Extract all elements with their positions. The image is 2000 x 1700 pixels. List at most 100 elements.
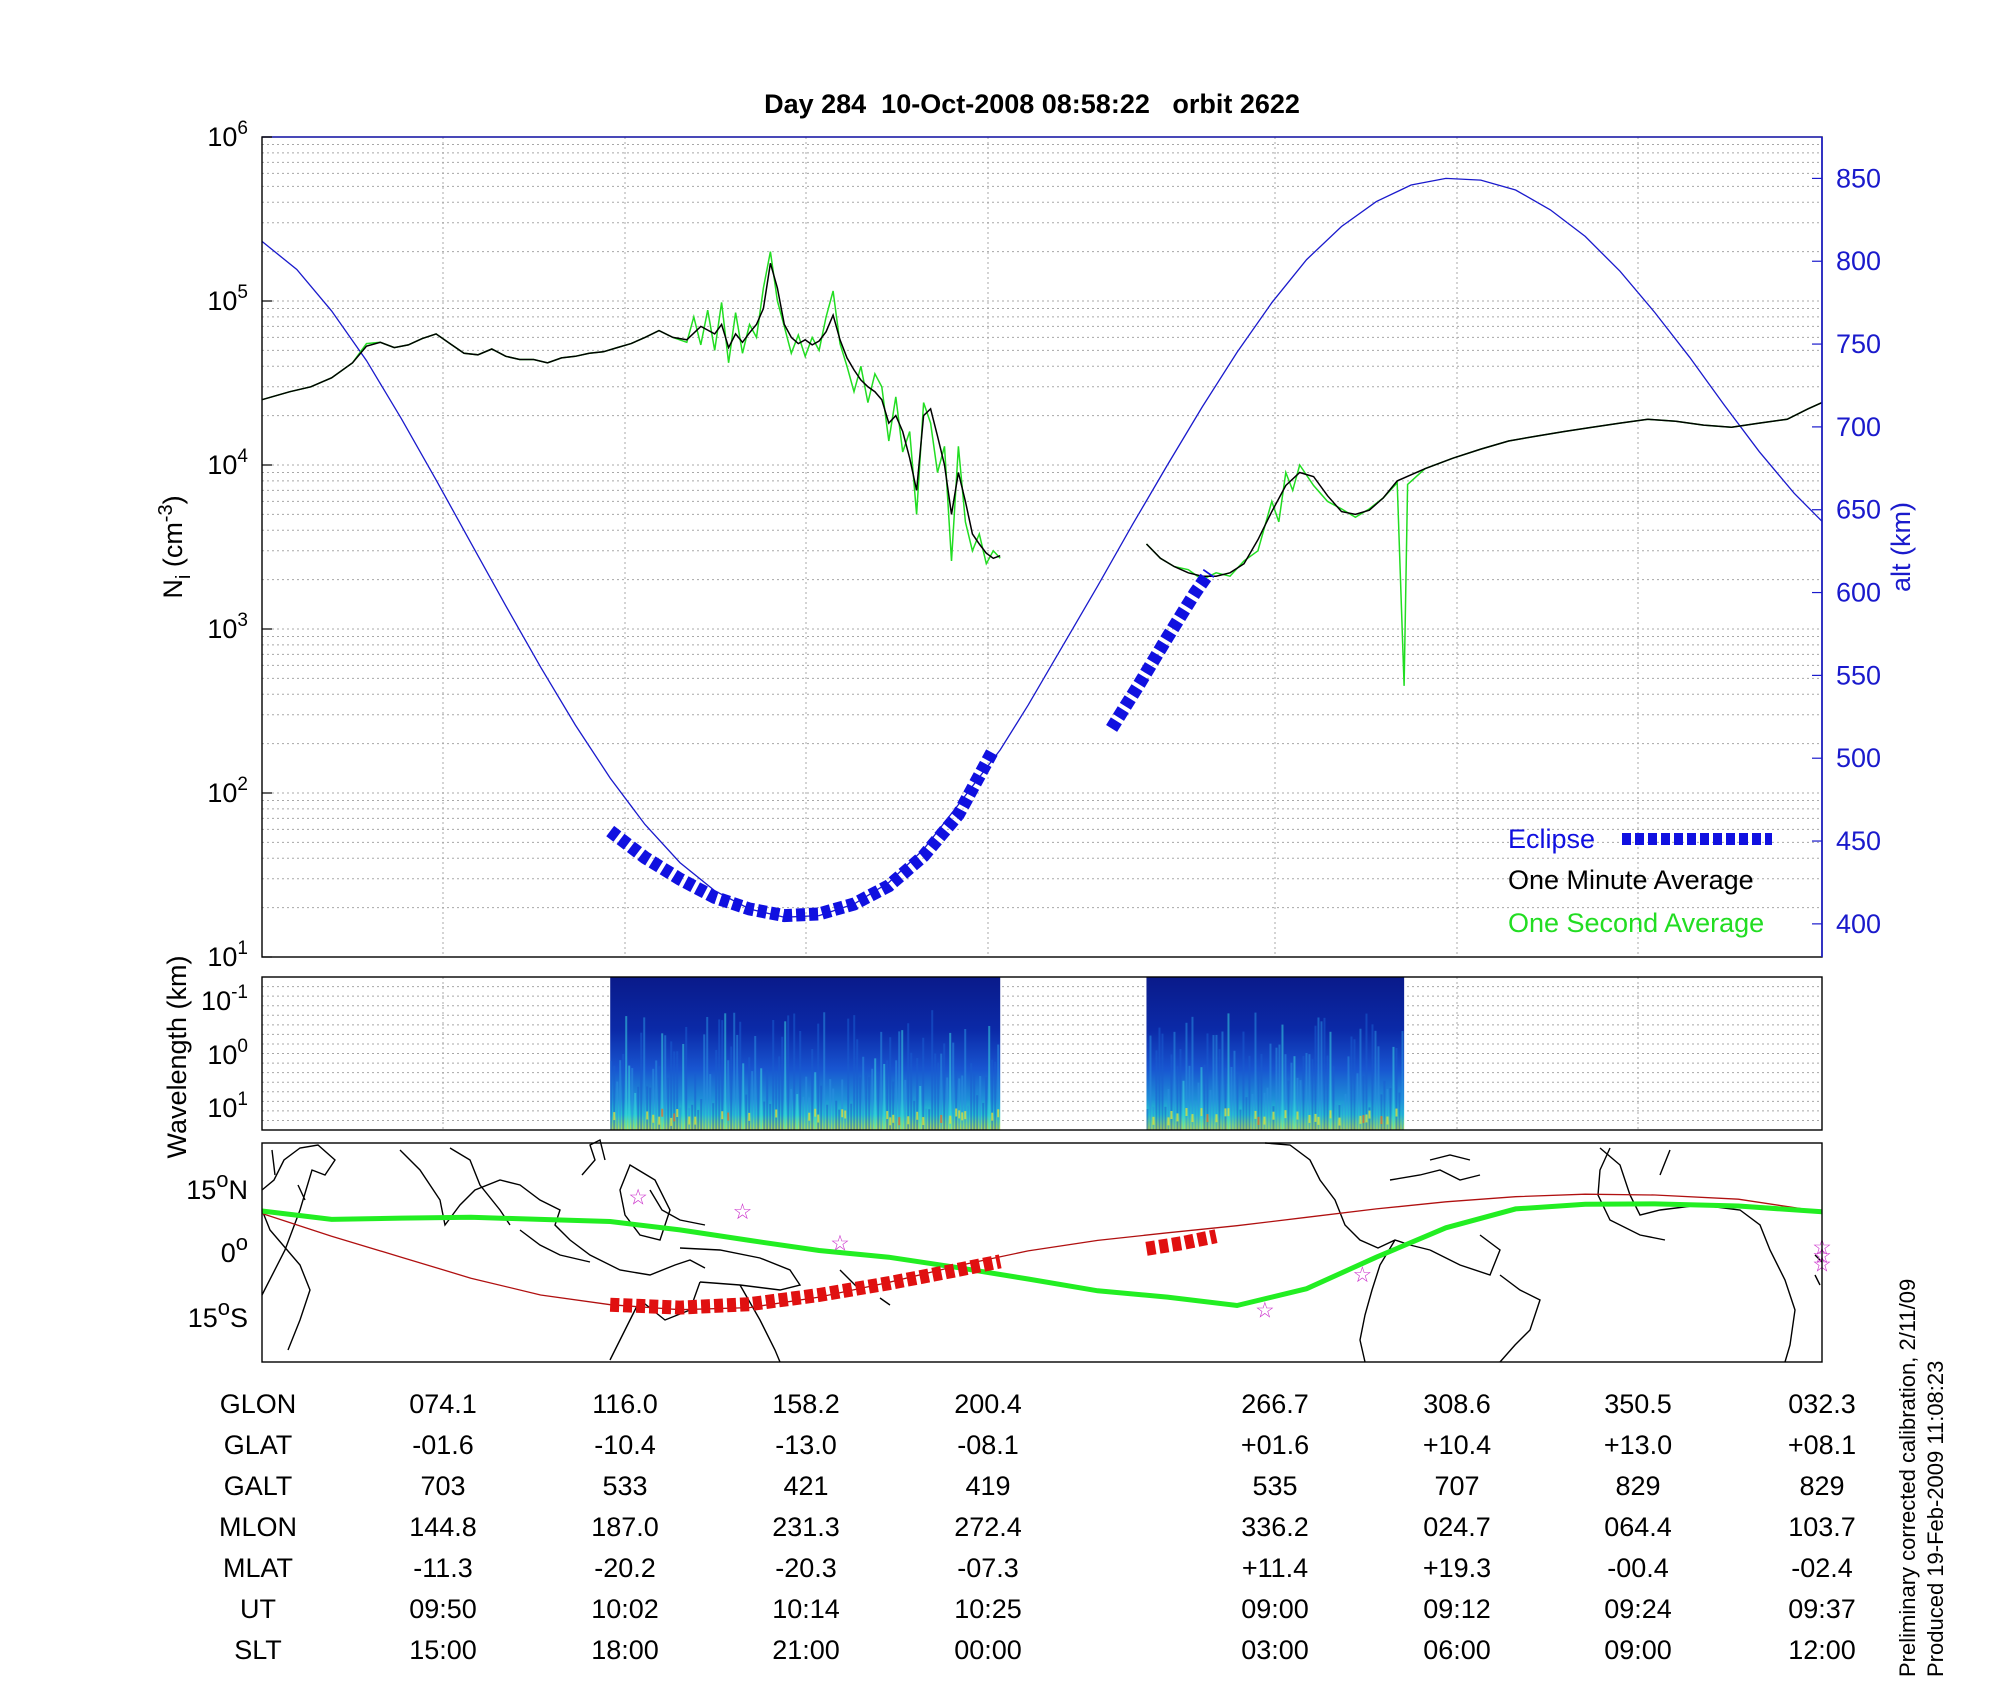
table-row-label: GLON bbox=[220, 1389, 297, 1419]
orbit-track-line bbox=[261, 1193, 1823, 1311]
table-cell: 09:00 bbox=[1604, 1635, 1672, 1665]
table-cell: 032.3 bbox=[1788, 1389, 1856, 1419]
table-row-label: SLT bbox=[234, 1635, 282, 1665]
wavelength-axis-label: Wavelength (km) bbox=[162, 955, 192, 1158]
right-tick-label: 450 bbox=[1836, 826, 1881, 856]
altitude-axis-label: alt (km) bbox=[1886, 502, 1916, 592]
latitude-tick-label: 0o bbox=[221, 1230, 248, 1268]
legend: Eclipse One Minute Average One Second Av… bbox=[1508, 824, 1772, 938]
star-marker: ☆ bbox=[830, 1231, 850, 1256]
table-cell: 10:14 bbox=[772, 1594, 840, 1624]
table-cell: +19.3 bbox=[1423, 1553, 1491, 1583]
eclipse-track-segment bbox=[609, 1254, 1002, 1315]
table-cell: 308.6 bbox=[1423, 1389, 1491, 1419]
table-cell: -00.4 bbox=[1607, 1553, 1669, 1583]
left-tick-label: 106 bbox=[207, 118, 248, 152]
table-cell: 421 bbox=[783, 1471, 828, 1501]
table-cell: 336.2 bbox=[1241, 1512, 1309, 1542]
table-cell: +10.4 bbox=[1423, 1430, 1491, 1460]
right-tick-label: 800 bbox=[1836, 246, 1881, 276]
right-tick-label: 400 bbox=[1836, 909, 1881, 939]
table-cell: 10:02 bbox=[591, 1594, 659, 1624]
table-cell: 158.2 bbox=[772, 1389, 840, 1419]
table-cell: 00:00 bbox=[954, 1635, 1022, 1665]
footer-calibration-note: Preliminary corrected calibration, 2/11/… bbox=[1895, 1279, 1920, 1677]
left-tick-label: 101 bbox=[207, 938, 248, 972]
legend-eclipse: Eclipse bbox=[1508, 824, 1595, 854]
table-cell: 074.1 bbox=[409, 1389, 477, 1419]
table-cell: 03:00 bbox=[1241, 1635, 1309, 1665]
table-cell: -10.4 bbox=[594, 1430, 656, 1460]
table-cell: 707 bbox=[1434, 1471, 1479, 1501]
table-cell: 09:00 bbox=[1241, 1594, 1309, 1624]
table-row-label: MLON bbox=[219, 1512, 297, 1542]
left-tick-label: 104 bbox=[207, 446, 248, 480]
footer-produced-note: Produced 19-Feb-2009 11:08:23 bbox=[1923, 1361, 1948, 1677]
legend-one-second-average: One Second Average bbox=[1508, 908, 1764, 938]
density-panel: 101 102 103 104 105 106 400 450 500 550 600 650 700… bbox=[155, 118, 1916, 972]
table-row-label: GALT bbox=[224, 1471, 293, 1501]
right-tick-label: 750 bbox=[1836, 329, 1881, 359]
coastline-map bbox=[261, 1138, 1823, 1363]
table-cell: 103.7 bbox=[1788, 1512, 1856, 1542]
eclipse-segment bbox=[1106, 568, 1215, 732]
star-marker: ☆ bbox=[733, 1199, 753, 1224]
orbit-data-table: GLON 074.1 116.0 158.2 200.4 266.7 308.6 350.5 0… bbox=[219, 1389, 1856, 1665]
table-cell: +01.6 bbox=[1241, 1430, 1309, 1460]
right-tick-label: 600 bbox=[1836, 578, 1881, 608]
table-cell: 144.8 bbox=[409, 1512, 477, 1542]
table-cell: 535 bbox=[1252, 1471, 1297, 1501]
table-cell: 09:50 bbox=[409, 1594, 477, 1624]
table-cell: 419 bbox=[965, 1471, 1010, 1501]
table-cell: 266.7 bbox=[1241, 1389, 1309, 1419]
table-cell: -20.3 bbox=[775, 1553, 837, 1583]
table-cell: +13.0 bbox=[1604, 1430, 1672, 1460]
table-cell: -13.0 bbox=[775, 1430, 837, 1460]
wavelength-tick-label: 101 bbox=[207, 1089, 248, 1123]
table-cell: -11.3 bbox=[413, 1553, 473, 1583]
table-cell: 024.7 bbox=[1423, 1512, 1491, 1542]
right-tick-label: 700 bbox=[1836, 412, 1881, 442]
table-cell: 200.4 bbox=[954, 1389, 1022, 1419]
latitude-tick-label: 15oS bbox=[188, 1295, 248, 1333]
table-cell: 829 bbox=[1615, 1471, 1660, 1501]
right-tick-label: 550 bbox=[1836, 660, 1881, 690]
star-marker: ☆ bbox=[1352, 1262, 1372, 1287]
table-cell: 272.4 bbox=[954, 1512, 1022, 1542]
table-cell: -20.2 bbox=[594, 1553, 656, 1583]
table-cell: 350.5 bbox=[1604, 1389, 1672, 1419]
altitude-line bbox=[261, 177, 1823, 918]
left-tick-label: 105 bbox=[207, 282, 248, 316]
left-tick-label: 102 bbox=[207, 774, 248, 808]
star-marker: ☆ bbox=[1255, 1298, 1275, 1323]
table-row-label: GLAT bbox=[224, 1430, 293, 1460]
table-cell: 15:00 bbox=[409, 1635, 477, 1665]
left-tick-label: 103 bbox=[207, 610, 248, 644]
table-cell: 09:12 bbox=[1423, 1594, 1491, 1624]
table-cell: 064.4 bbox=[1604, 1512, 1672, 1542]
table-cell: -02.4 bbox=[1791, 1553, 1853, 1583]
table-cell: 703 bbox=[420, 1471, 465, 1501]
table-cell: 18:00 bbox=[591, 1635, 659, 1665]
figure-title: Day 284 10-Oct-2008 08:58:22 orbit 2622 bbox=[764, 89, 1300, 119]
table-cell: +11.4 bbox=[1242, 1553, 1308, 1583]
table-cell: 116.0 bbox=[592, 1389, 658, 1419]
table-row-label: MLAT bbox=[223, 1553, 293, 1583]
right-tick-label: 650 bbox=[1836, 495, 1881, 525]
right-tick-label: 850 bbox=[1836, 163, 1881, 193]
table-cell: 09:37 bbox=[1788, 1594, 1856, 1624]
spectrogram-panel: 10-1 100 101 Wavelength (km) bbox=[162, 955, 1823, 1159]
table-cell: 187.0 bbox=[591, 1512, 659, 1542]
wavelength-tick-label: 100 bbox=[207, 1036, 248, 1070]
table-cell: 12:00 bbox=[1788, 1635, 1856, 1665]
legend-one-minute-average: One Minute Average bbox=[1508, 865, 1754, 895]
latitude-tick-label: 15oN bbox=[186, 1167, 248, 1205]
table-cell: -08.1 bbox=[957, 1430, 1019, 1460]
table-cell: 533 bbox=[602, 1471, 647, 1501]
right-tick-label: 500 bbox=[1836, 743, 1881, 773]
table-cell: +08.1 bbox=[1788, 1430, 1856, 1460]
trajectory-line bbox=[261, 1201, 1823, 1309]
table-cell: 06:00 bbox=[1423, 1635, 1491, 1665]
